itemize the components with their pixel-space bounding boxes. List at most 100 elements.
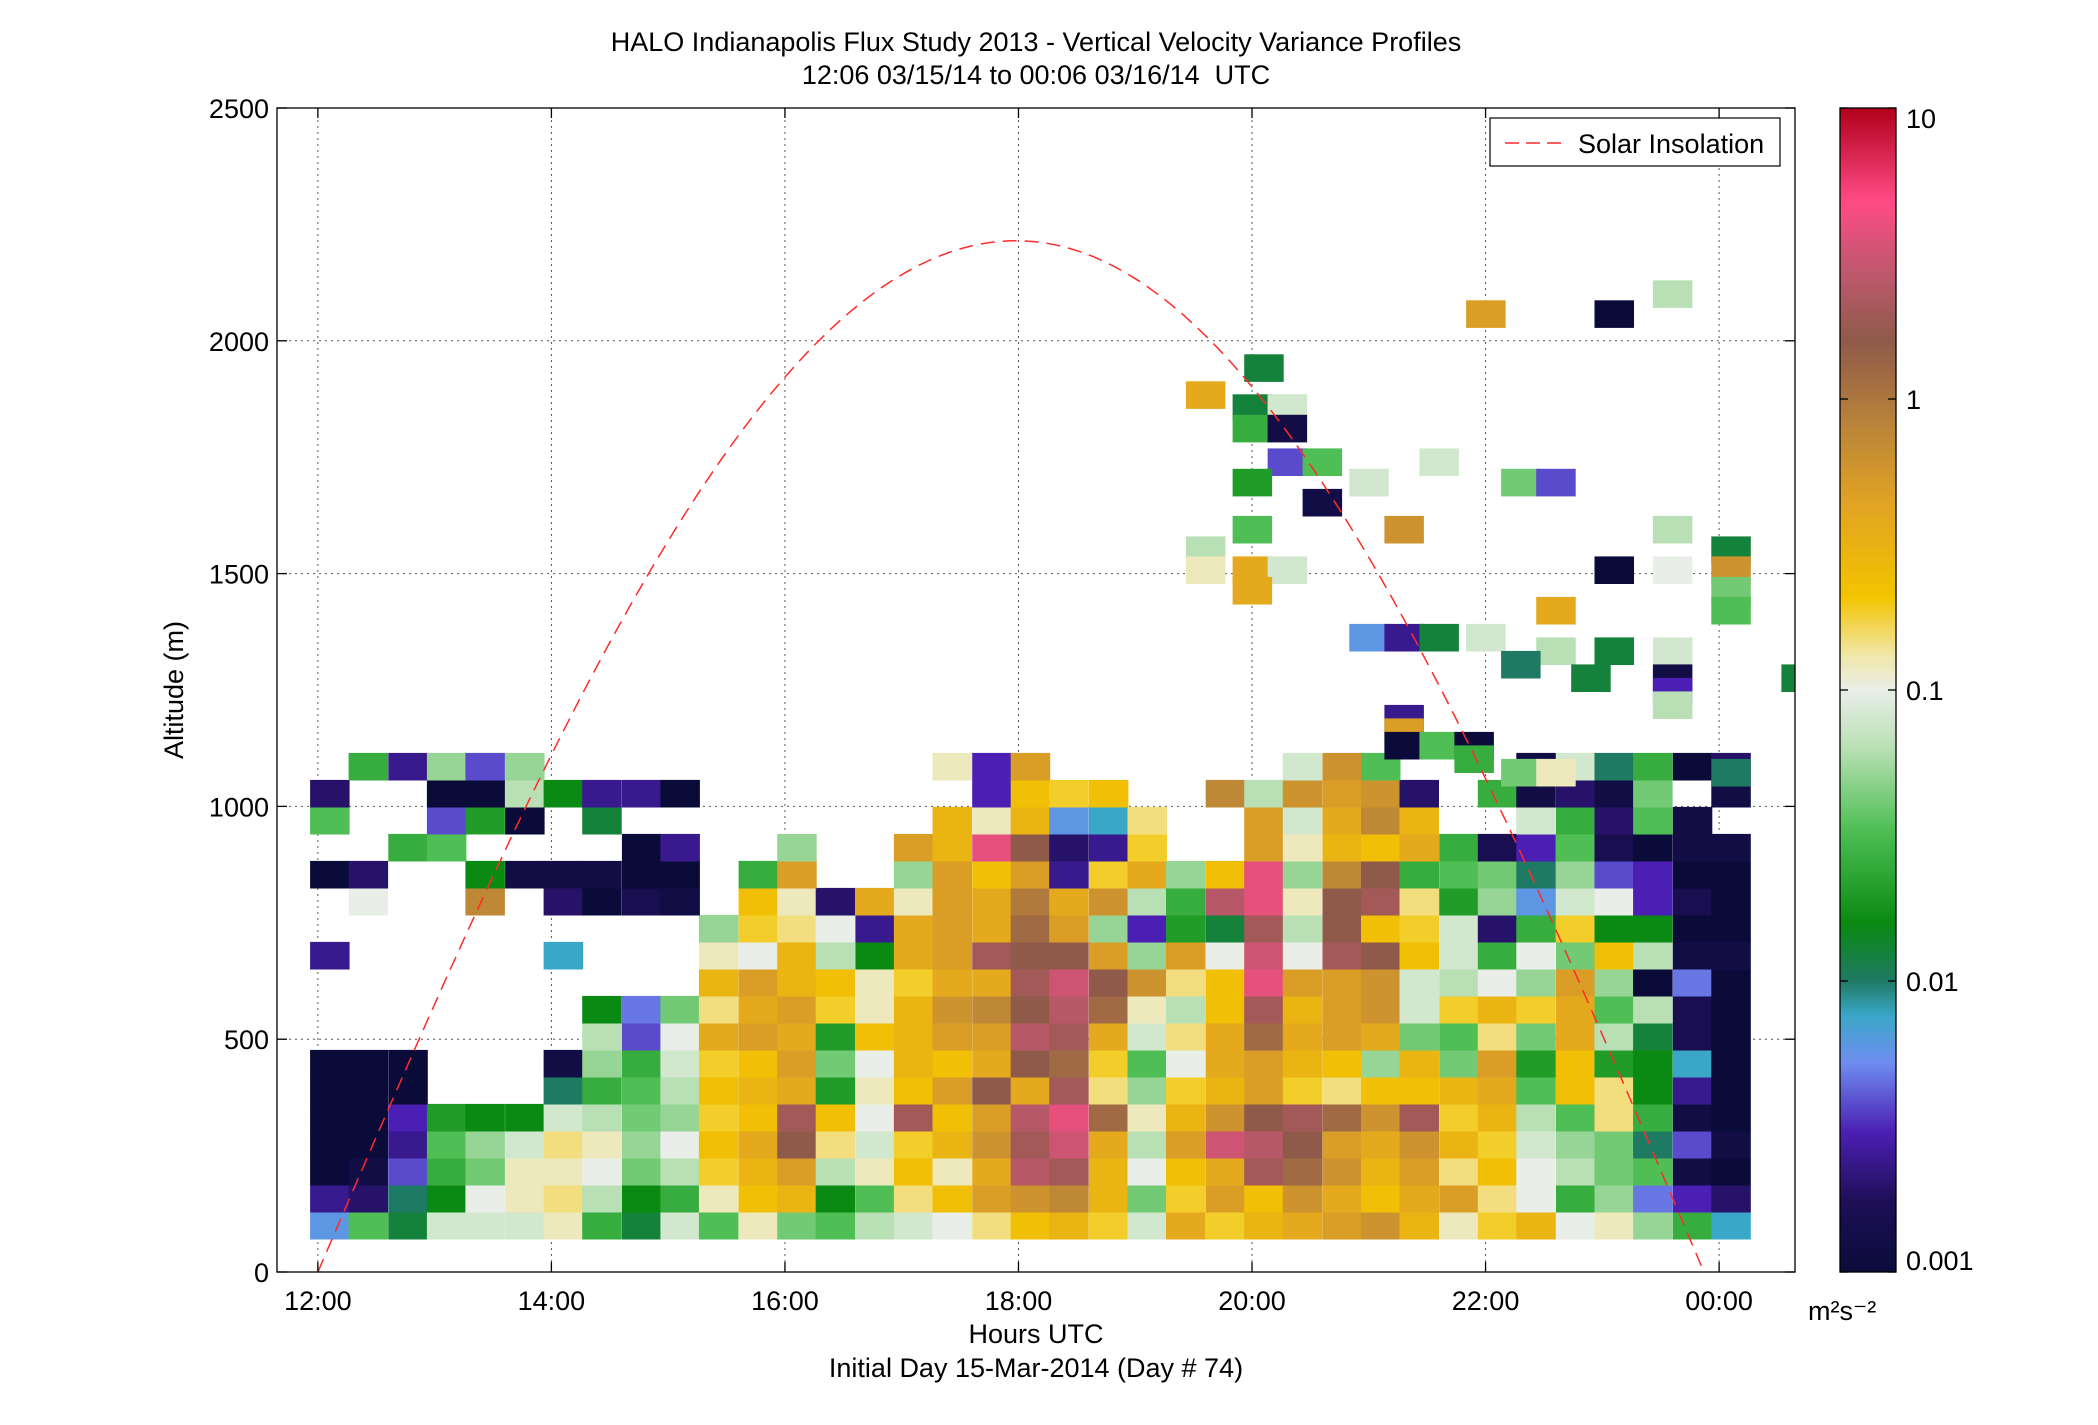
heatmap-cell	[1166, 941, 1206, 970]
chart-title: HALO Indianapolis Flux Study 2013 - Vert…	[611, 27, 1461, 57]
heatmap-cell	[972, 860, 1012, 889]
heatmap-cell	[777, 860, 817, 889]
heatmap-cell	[1594, 860, 1634, 889]
x-axis-ticks: 12:00 14:00 16:00 18:00 20:00 22:00 00:00	[284, 108, 1753, 1316]
heatmap-cell	[1361, 995, 1401, 1024]
heatmap-cell	[582, 806, 622, 835]
heatmap-cell	[1267, 414, 1308, 443]
heatmap-cell	[932, 1157, 972, 1186]
heatmap-cell	[1672, 887, 1713, 916]
colorbar-tick-label: 0.1	[1906, 676, 1944, 706]
heatmap-cell	[815, 914, 856, 943]
heatmap-cell	[738, 1049, 779, 1078]
heatmap-cell	[1361, 833, 1401, 862]
heatmap-cell	[1556, 914, 1596, 943]
heatmap-cell	[1361, 806, 1401, 835]
heatmap-cell	[1516, 1184, 1556, 1213]
heatmap-cell	[972, 833, 1012, 862]
heatmap-cell	[1672, 941, 1713, 970]
heatmap-cell	[932, 806, 972, 835]
heatmap-cell	[1322, 1022, 1362, 1051]
heatmap-cell	[738, 887, 779, 916]
heatmap-cell	[815, 1076, 856, 1105]
heatmap-cell	[1244, 1076, 1284, 1105]
heatmap-cell	[855, 1022, 895, 1051]
heatmap-cell	[388, 1103, 428, 1132]
heatmap-cell	[348, 1076, 389, 1105]
heatmap-cell	[1088, 860, 1129, 889]
heatmap-cell	[1010, 1130, 1051, 1159]
heatmap-cell	[1049, 995, 1089, 1024]
heatmap-cell	[1516, 806, 1556, 835]
heatmap-cell	[1361, 941, 1401, 970]
heatmap-cell	[777, 1022, 817, 1051]
heatmap-cell	[1088, 887, 1129, 916]
x-tick-label: 22:00	[1452, 1286, 1520, 1316]
heatmap-cell	[310, 1211, 350, 1240]
heatmap-cell	[1439, 1157, 1479, 1186]
heatmap-cell	[1477, 995, 1518, 1024]
heatmap-cell	[543, 1076, 584, 1105]
heatmap-cell	[972, 1184, 1012, 1213]
y-tick-label: 1500	[209, 560, 269, 590]
heatmap-cell	[310, 1049, 350, 1078]
heatmap-cell	[777, 1211, 817, 1240]
heatmap-cell	[972, 887, 1012, 916]
heatmap-cell	[1439, 1130, 1479, 1159]
heatmap-cell	[582, 1049, 622, 1078]
heatmap-cell	[1010, 806, 1051, 835]
heatmap-cell	[1049, 1022, 1089, 1051]
heatmap-cell	[660, 833, 700, 862]
heatmap-cell	[1536, 758, 1576, 787]
plot-frame	[276, 107, 1796, 1273]
heatmap-cell	[1439, 860, 1479, 889]
heatmap-cell	[1556, 1130, 1596, 1159]
heatmap-cell	[1282, 1103, 1323, 1132]
heatmap-cell	[1166, 887, 1206, 916]
heatmap-cell	[1010, 752, 1051, 781]
heatmap-cell	[1516, 941, 1556, 970]
heatmap-cell	[1454, 745, 1494, 773]
heatmap-cell	[1633, 1184, 1673, 1213]
heatmap-cell	[582, 1184, 622, 1213]
heatmap-cell	[1672, 1103, 1713, 1132]
heatmap-cell	[932, 887, 972, 916]
heatmap-cell	[1477, 1184, 1518, 1213]
heatmap-cell	[972, 968, 1012, 997]
heatmap-cell	[1399, 1184, 1439, 1213]
heatmap-cell	[1088, 779, 1129, 808]
heatmap-cell	[660, 860, 700, 889]
heatmap-cell	[660, 1130, 700, 1159]
heatmap-cell	[660, 1211, 700, 1240]
heatmap-cell	[621, 1184, 662, 1213]
heatmap-cell	[1556, 1076, 1596, 1105]
heatmap-cell	[1302, 448, 1343, 476]
heatmap-cell	[1322, 1184, 1362, 1213]
heatmap-cell	[310, 1157, 350, 1186]
heatmap-cell	[1322, 995, 1362, 1024]
heatmap-cell	[932, 1184, 972, 1213]
heatmap-cell	[777, 914, 817, 943]
heatmap-cell	[1711, 1157, 1751, 1186]
heatmap-cell	[1302, 488, 1343, 517]
heatmap-cell	[1361, 887, 1401, 916]
heatmap-cell	[1127, 806, 1167, 835]
heatmap-cell	[621, 1130, 662, 1159]
heatmap-cell	[1282, 1049, 1323, 1078]
heatmap-cell	[388, 1184, 428, 1213]
heatmap-cell	[815, 1157, 856, 1186]
heatmap-cell	[1439, 941, 1479, 970]
colorbar-ticks: 0.001 0.01 0.1 1 10	[1840, 104, 1974, 1276]
heatmap-cell	[1361, 1130, 1401, 1159]
heatmap-cell	[1361, 1076, 1401, 1105]
heatmap-cell	[1361, 779, 1401, 808]
heatmap-cell	[1477, 1076, 1518, 1105]
heatmap-cell	[660, 1049, 700, 1078]
heatmap-cell	[1556, 860, 1596, 889]
heatmap-cell	[1322, 752, 1362, 781]
heatmap-cell	[855, 968, 895, 997]
heatmap-cell	[1399, 1049, 1439, 1078]
heatmap-cell	[1322, 1157, 1362, 1186]
heatmap-cell	[310, 806, 350, 835]
heatmap-cell	[1477, 1049, 1518, 1078]
